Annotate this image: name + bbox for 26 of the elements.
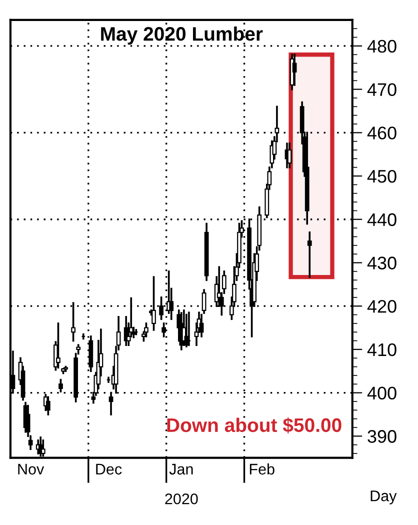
y-tick-label: 410 xyxy=(367,343,396,356)
candlestick xyxy=(56,322,60,369)
candlestick xyxy=(144,322,148,338)
y-tick-label: 440 xyxy=(367,213,396,226)
y-tick-label: 420 xyxy=(367,300,396,313)
x-axis-title: 2020 xyxy=(165,493,198,504)
candlestick xyxy=(108,392,114,416)
candlestick xyxy=(202,289,206,314)
x-tick-label: Feb xyxy=(250,463,274,475)
annotation: Down about $50.00 xyxy=(167,417,342,434)
y-tick-label: 390 xyxy=(368,430,396,443)
candlestick xyxy=(307,231,312,278)
text: Day xyxy=(370,490,397,504)
candlestick xyxy=(46,396,50,416)
x-tick-label: Nov xyxy=(18,464,44,475)
y-tick-label: 480 xyxy=(367,40,396,53)
candlestick xyxy=(287,142,292,168)
y-tick-label: 470 xyxy=(367,83,396,96)
x-tick-label: Dec xyxy=(96,464,122,475)
y-tick-label: 430 xyxy=(367,256,396,270)
candlestick xyxy=(292,54,297,86)
y-tick-label: 400 xyxy=(367,386,396,400)
x-tick-label: Jan xyxy=(169,464,193,475)
y-tick-label: 460 xyxy=(367,126,396,140)
chart-title: May 2020 Lumber xyxy=(101,26,263,45)
y-tick-label: 450 xyxy=(367,170,396,183)
